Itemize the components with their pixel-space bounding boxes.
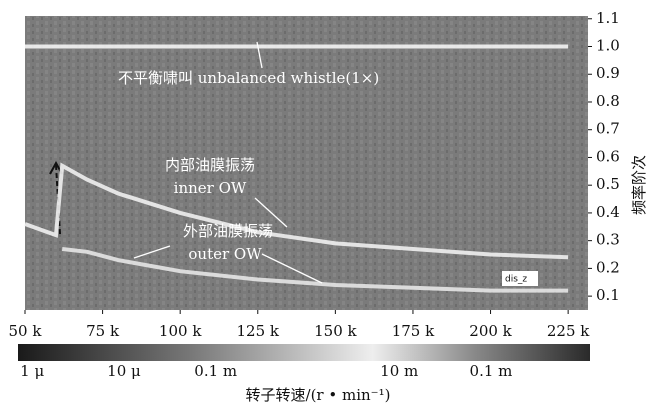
colorbar-label: 1 μ bbox=[20, 362, 44, 380]
annotation: 不平衡啸叫 unbalanced whistle(1×) bbox=[118, 69, 379, 87]
y-tick-label: 0.7 bbox=[596, 120, 620, 138]
annotation: outer OW bbox=[188, 245, 262, 263]
x-tick-label: 225 k bbox=[547, 322, 590, 340]
y-axis-title: 频率阶次 bbox=[630, 155, 648, 215]
x-tick-label: 175 k bbox=[392, 322, 435, 340]
y-tick-label: 1.1 bbox=[596, 9, 620, 27]
y-tick-label: 0.4 bbox=[596, 203, 620, 221]
y-tick-label: 0.8 bbox=[596, 92, 620, 110]
y-tick-label: 0.1 bbox=[596, 286, 620, 304]
chart: 频率阶次 转子转速/(r • min⁻¹) 50 k 75 k 100 k 125 k… bbox=[0, 0, 656, 408]
y-tick-label: 0.5 bbox=[596, 175, 620, 193]
annotation: 外部油膜振荡 bbox=[183, 222, 273, 240]
colorbar-label: 0.1 m bbox=[470, 362, 513, 380]
colorbar-label: 10 μ bbox=[107, 362, 141, 380]
colorbar-label: 0.1 m bbox=[194, 362, 237, 380]
plot-background bbox=[25, 16, 588, 310]
x-tick-label: 150 k bbox=[314, 322, 357, 340]
annotation: 内部油膜振荡 bbox=[165, 156, 255, 174]
x-axis-title: 转子转速/(r • min⁻¹) bbox=[246, 386, 391, 404]
y-tick-label: 1.0 bbox=[596, 37, 620, 55]
x-tick-label: 125 k bbox=[237, 322, 280, 340]
annotation: inner OW bbox=[174, 179, 247, 197]
y-tick-label: 0.6 bbox=[596, 147, 620, 165]
y-tick-label: 0.3 bbox=[596, 231, 620, 249]
x-tick-label: 200 k bbox=[469, 322, 512, 340]
x-tick-label: 75 k bbox=[86, 322, 120, 340]
colorbar bbox=[18, 344, 590, 361]
colorbar-label: 10 m bbox=[380, 362, 418, 380]
annotation: dis_z bbox=[505, 275, 527, 285]
y-tick-label: 0.9 bbox=[596, 64, 620, 82]
x-tick-label: 50 k bbox=[9, 322, 43, 340]
y-tick-label: 0.2 bbox=[596, 258, 620, 276]
x-tick-label: 100 k bbox=[159, 322, 202, 340]
